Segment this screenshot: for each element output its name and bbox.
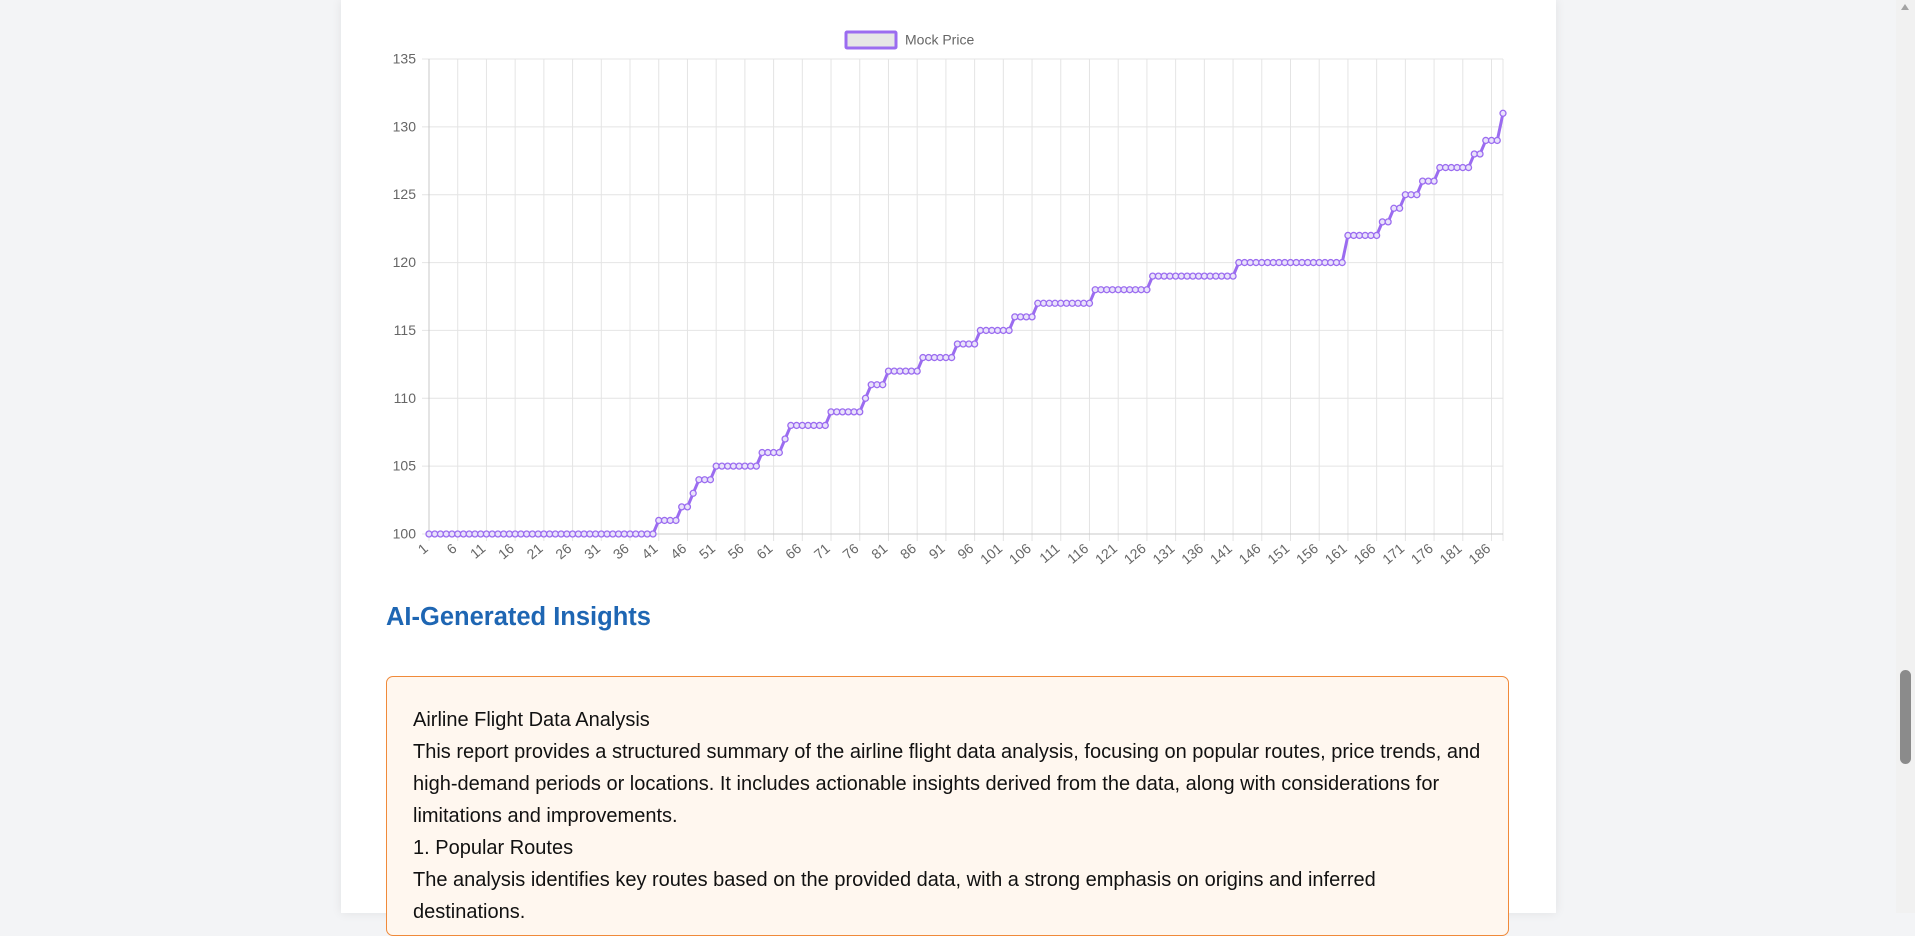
insights-heading: AI-Generated Insights <box>386 603 651 631</box>
x-tick-label: 71 <box>811 540 833 562</box>
data-point <box>1493 136 1501 145</box>
data-point <box>1413 191 1421 199</box>
y-tick-label: 115 <box>394 322 417 338</box>
data-point <box>1499 109 1507 117</box>
page-scrollbar[interactable] <box>1896 0 1915 913</box>
data-point <box>1476 150 1484 158</box>
insight-section-heading: 1. Popular Routes <box>413 837 574 859</box>
legend-swatch <box>844 30 898 50</box>
x-tick-label: 106 <box>1006 540 1034 567</box>
x-tick-label: 176 <box>1408 540 1436 567</box>
x-tick-label: 141 <box>1207 540 1235 567</box>
x-tick-label: 66 <box>782 540 804 562</box>
series-line <box>427 111 1505 536</box>
data-point <box>706 476 715 484</box>
x-tick-label: 31 <box>581 540 603 562</box>
x-tick-label: 101 <box>977 540 1005 567</box>
data-point <box>781 435 789 443</box>
data-point <box>1338 258 1346 267</box>
x-tick-label: 56 <box>725 540 747 562</box>
y-tick-label: 110 <box>394 390 417 406</box>
legend-label: Mock Price <box>905 32 974 48</box>
y-tick-label: 125 <box>393 186 417 202</box>
data-point <box>1005 326 1013 335</box>
x-tick-label: 111 <box>1036 540 1063 566</box>
data-point <box>1085 299 1094 307</box>
data-point <box>683 503 692 511</box>
x-tick-label: 41 <box>638 540 660 562</box>
report-card: 100 105 110 115 120 125 130 135 1 6 11 16 21 26 31 36 41… <box>341 0 1556 936</box>
data-point <box>649 530 657 538</box>
insight-title: Airline Flight Data Analysis <box>413 709 650 731</box>
data-point <box>1229 272 1237 280</box>
data-point <box>1430 177 1438 185</box>
x-tick-label: 161 <box>1322 540 1350 567</box>
x-tick-label: 181 <box>1437 540 1465 567</box>
x-tick-label: 51 <box>696 540 718 562</box>
insights-box: Airline Flight Data Analysis This report… <box>386 676 1509 936</box>
x-tick-label: 81 <box>868 540 890 562</box>
y-tick-label: 105 <box>393 458 417 474</box>
data-point <box>1395 204 1404 212</box>
data-point <box>1464 163 1473 172</box>
x-tick-label: 76 <box>839 540 861 562</box>
data-point <box>672 516 680 525</box>
data-point <box>947 353 956 362</box>
x-tick-label: 126 <box>1121 540 1149 567</box>
x-tick-label: 1 <box>415 540 431 557</box>
x-tick-label: 136 <box>1178 540 1206 567</box>
data-point <box>752 462 761 470</box>
x-tick-label: 11 <box>467 540 489 562</box>
scrollbar-thumb[interactable] <box>1900 670 1911 764</box>
y-tick-label: 120 <box>393 254 417 270</box>
y-tick-label: 130 <box>393 118 417 134</box>
y-tick-label: 100 <box>393 526 417 542</box>
x-tick-label: 86 <box>897 540 919 562</box>
x-tick-label: 96 <box>954 540 976 562</box>
x-tick-label: 91 <box>926 540 948 562</box>
data-point <box>861 394 870 402</box>
x-tick-label: 21 <box>524 540 546 562</box>
x-tick-label: 26 <box>552 540 574 562</box>
data-point <box>1143 286 1151 294</box>
x-tick-label: 171 <box>1379 540 1407 567</box>
data-point <box>1384 218 1392 226</box>
x-tick-label: 121 <box>1092 540 1120 567</box>
data-point <box>913 367 921 375</box>
x-tick-label: 151 <box>1264 540 1292 567</box>
insight-summary: This report provides a structured summar… <box>413 741 1481 827</box>
x-tick-label: 186 <box>1465 540 1493 567</box>
x-tick-label: 156 <box>1293 540 1321 567</box>
data-point <box>689 489 697 497</box>
x-tick-label: 6 <box>443 540 459 557</box>
x-tick-label: 61 <box>753 540 775 562</box>
x-tick-label: 16 <box>495 540 517 562</box>
data-point <box>775 448 783 457</box>
data-point <box>1372 231 1381 240</box>
data-point <box>970 340 979 348</box>
x-tick-label: 166 <box>1350 540 1378 567</box>
data-point <box>879 381 887 389</box>
data-point <box>856 408 864 416</box>
data-point <box>821 421 829 430</box>
x-tick-label: 36 <box>610 540 632 562</box>
y-tick-label: 135 <box>393 51 417 67</box>
insight-section-text: The analysis identifies key routes based… <box>413 869 1376 923</box>
x-tick-label: 116 <box>1064 540 1092 567</box>
x-tick-label: 131 <box>1149 540 1177 567</box>
data-point <box>1028 313 1036 321</box>
scroll-up-arrow-icon[interactable] <box>1901 4 1909 10</box>
x-tick-label: 46 <box>667 540 689 562</box>
x-tick-label: 146 <box>1236 540 1264 567</box>
